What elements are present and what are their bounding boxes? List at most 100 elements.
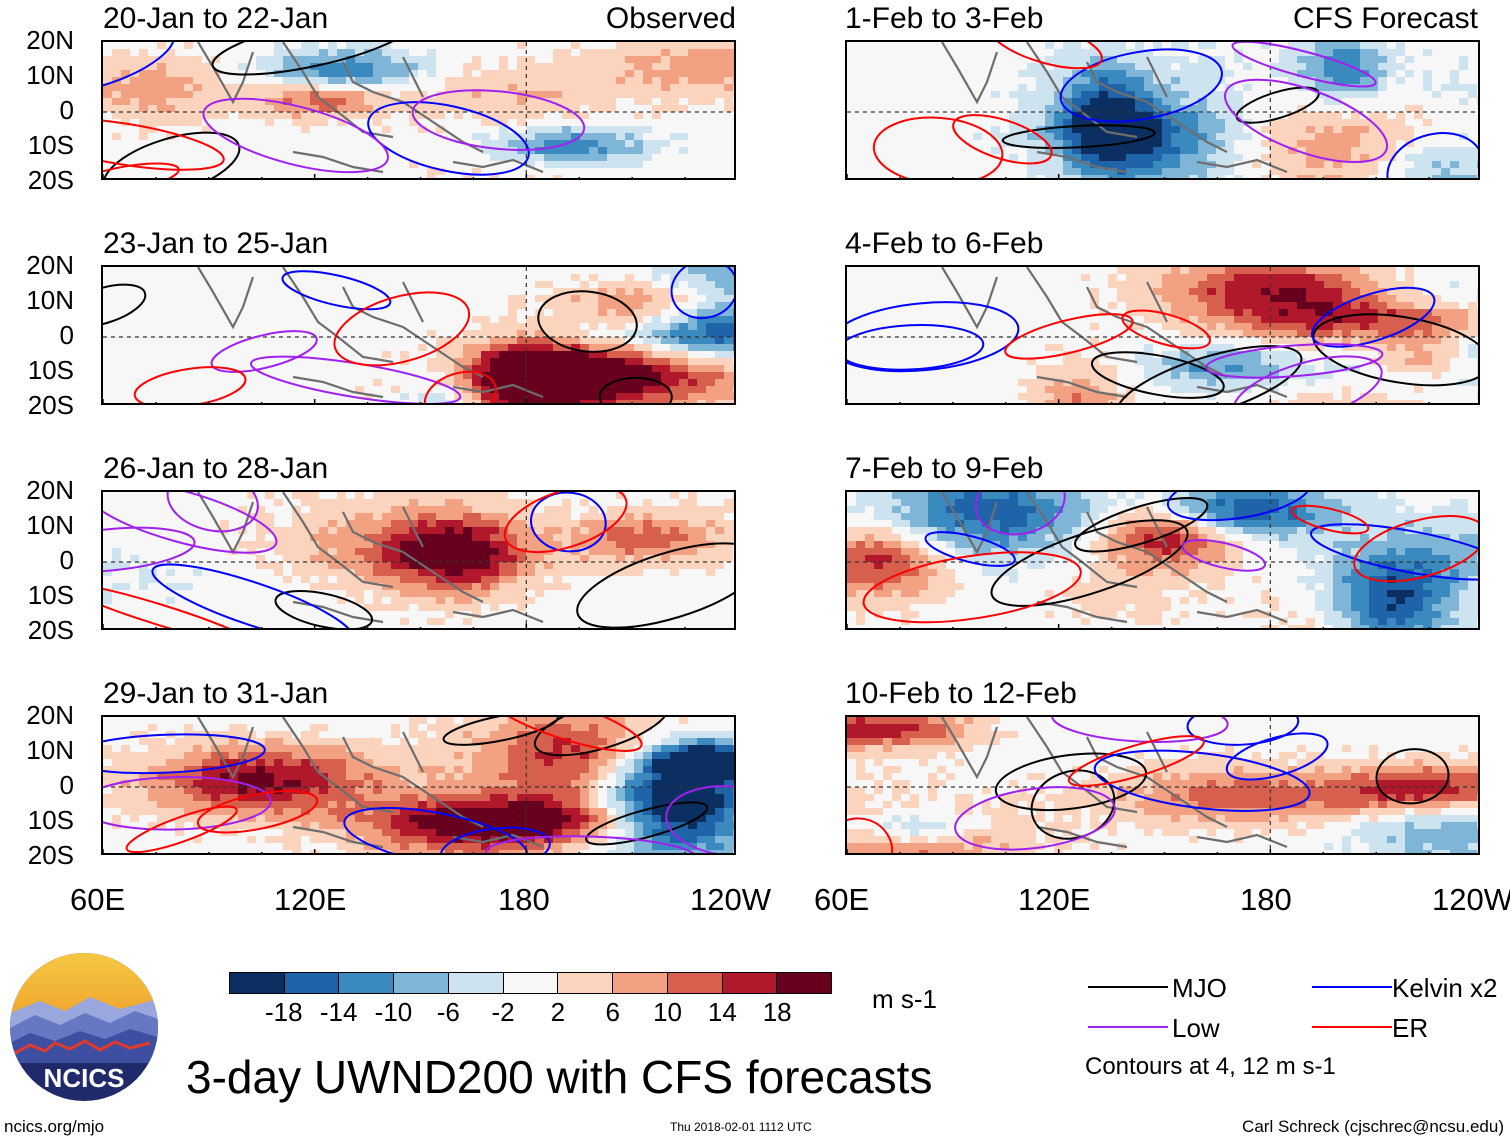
contour-kelvin <box>1059 48 1223 123</box>
colorbar-tick-label: -6 <box>436 997 460 1027</box>
contour-kelvin <box>1311 286 1436 348</box>
colorbar-swatch <box>339 973 395 993</box>
contour-kelvin <box>103 42 175 94</box>
panel-title: 23-Jan to 25-Jan <box>103 227 329 260</box>
contour-mjo <box>598 376 673 403</box>
coastline <box>1026 492 1138 589</box>
panel-title: 10-Feb to 12-Feb <box>845 677 1077 710</box>
contour-low <box>485 835 699 853</box>
ncics-logo[interactable]: NCICS <box>10 953 158 1101</box>
contour-mjo <box>576 542 734 628</box>
wind-anomaly-field <box>847 717 1478 853</box>
coastline <box>1196 158 1288 174</box>
panel-title: 29-Jan to 31-Jan <box>103 677 329 710</box>
coastline <box>1026 42 1138 139</box>
contour-kelvin <box>1186 717 1300 746</box>
panel-title: 26-Jan to 28-Jan <box>103 452 329 485</box>
coastline <box>1026 717 1138 814</box>
x-tick-label: 120W <box>690 882 771 917</box>
author-credit: Carl Schreck (cjschrec@ncsu.edu) <box>1242 1117 1504 1136</box>
contour-low <box>1205 343 1384 379</box>
contour-low <box>103 492 278 554</box>
coastline <box>1196 608 1288 624</box>
coastline <box>452 608 544 624</box>
wind-anomaly-field <box>847 267 1478 403</box>
y-tick-label: 10N <box>26 60 74 90</box>
y-tick-label: 10N <box>26 285 74 315</box>
y-tick-label: 0 <box>59 320 74 350</box>
legend-line-low <box>1088 1026 1168 1028</box>
coastline <box>402 506 424 548</box>
y-tick-label: 0 <box>59 545 74 575</box>
contour-note: Contours at 4, 12 m s-1 <box>1085 1053 1336 1080</box>
heatmap <box>845 40 1480 180</box>
contour-kelvin <box>367 101 530 176</box>
coastline <box>1086 736 1228 828</box>
logo-text: NCICS <box>43 1063 125 1093</box>
contour-er <box>423 370 498 403</box>
colorbar-tick-label: 14 <box>707 997 737 1027</box>
contour-kelvin <box>1166 492 1312 522</box>
colorbar-tick-label: -10 <box>374 997 413 1027</box>
contour-er <box>487 717 643 752</box>
contour-low <box>1231 42 1377 88</box>
forecast-label: CFS Forecast <box>1292 2 1478 35</box>
contour-mjo <box>1090 351 1225 399</box>
mountains-icon <box>10 953 158 1063</box>
contour-mjo <box>533 717 670 757</box>
units-label: m s-1 <box>872 984 937 1014</box>
coastline <box>452 383 544 399</box>
contour-mjo <box>1312 313 1478 387</box>
contour-er <box>196 790 319 834</box>
panel-1feb-3feb <box>845 40 1480 180</box>
panel-title: 4-Feb to 6-Feb <box>845 227 1044 260</box>
contour-er <box>103 117 225 171</box>
contour-er <box>872 116 1004 178</box>
contour-er <box>125 805 238 853</box>
coastline <box>292 375 384 399</box>
panel-29jan-31jan <box>101 715 736 855</box>
site-link[interactable]: ncics.org/mjo <box>4 1117 105 1136</box>
coastline <box>197 267 255 330</box>
coastline <box>1146 506 1168 548</box>
coastline <box>342 511 484 603</box>
colorbar-swatch <box>613 973 668 993</box>
y-tick-label: 20N <box>26 475 74 505</box>
contour-er <box>1121 309 1211 350</box>
contour-kelvin <box>343 807 529 853</box>
heatmap <box>845 715 1480 855</box>
contour-low <box>202 97 389 174</box>
y-tick-label: 20N <box>26 700 74 730</box>
contour-kelvin <box>1225 732 1329 781</box>
coastline <box>452 833 544 849</box>
contour-low <box>103 776 272 831</box>
colorbar-swatch <box>722 973 778 993</box>
wind-anomaly-field <box>103 267 734 403</box>
legend-label-low: Low <box>1172 1013 1220 1043</box>
heatmap <box>845 490 1480 630</box>
contour-er <box>1290 504 1370 535</box>
contour-kelvin <box>924 531 1016 567</box>
contour-kelvin <box>281 270 392 311</box>
contour-er <box>1004 313 1134 360</box>
contour-kelvin <box>151 563 354 628</box>
y-tick-label: 20S <box>27 390 74 420</box>
colorbar-swatch <box>503 973 559 993</box>
contour-low <box>1224 78 1389 164</box>
y-tick-label: 20N <box>26 25 74 55</box>
contour-low <box>166 492 259 533</box>
panel-23jan-25jan <box>101 265 736 405</box>
y-tick-label: 20N <box>26 250 74 280</box>
contour-kelvin <box>847 301 1020 373</box>
coastline <box>282 492 394 589</box>
coastline <box>941 42 999 105</box>
contour-kelvin <box>1309 523 1478 581</box>
contour-er <box>333 291 471 367</box>
contour-mjo <box>274 589 374 628</box>
y-tick-label: 0 <box>59 770 74 800</box>
wind-anomaly-field <box>103 492 734 628</box>
x-tick-label: 120E <box>1018 882 1091 917</box>
coastline <box>402 731 424 773</box>
coastline <box>282 717 394 814</box>
contour-mjo <box>1074 497 1209 553</box>
